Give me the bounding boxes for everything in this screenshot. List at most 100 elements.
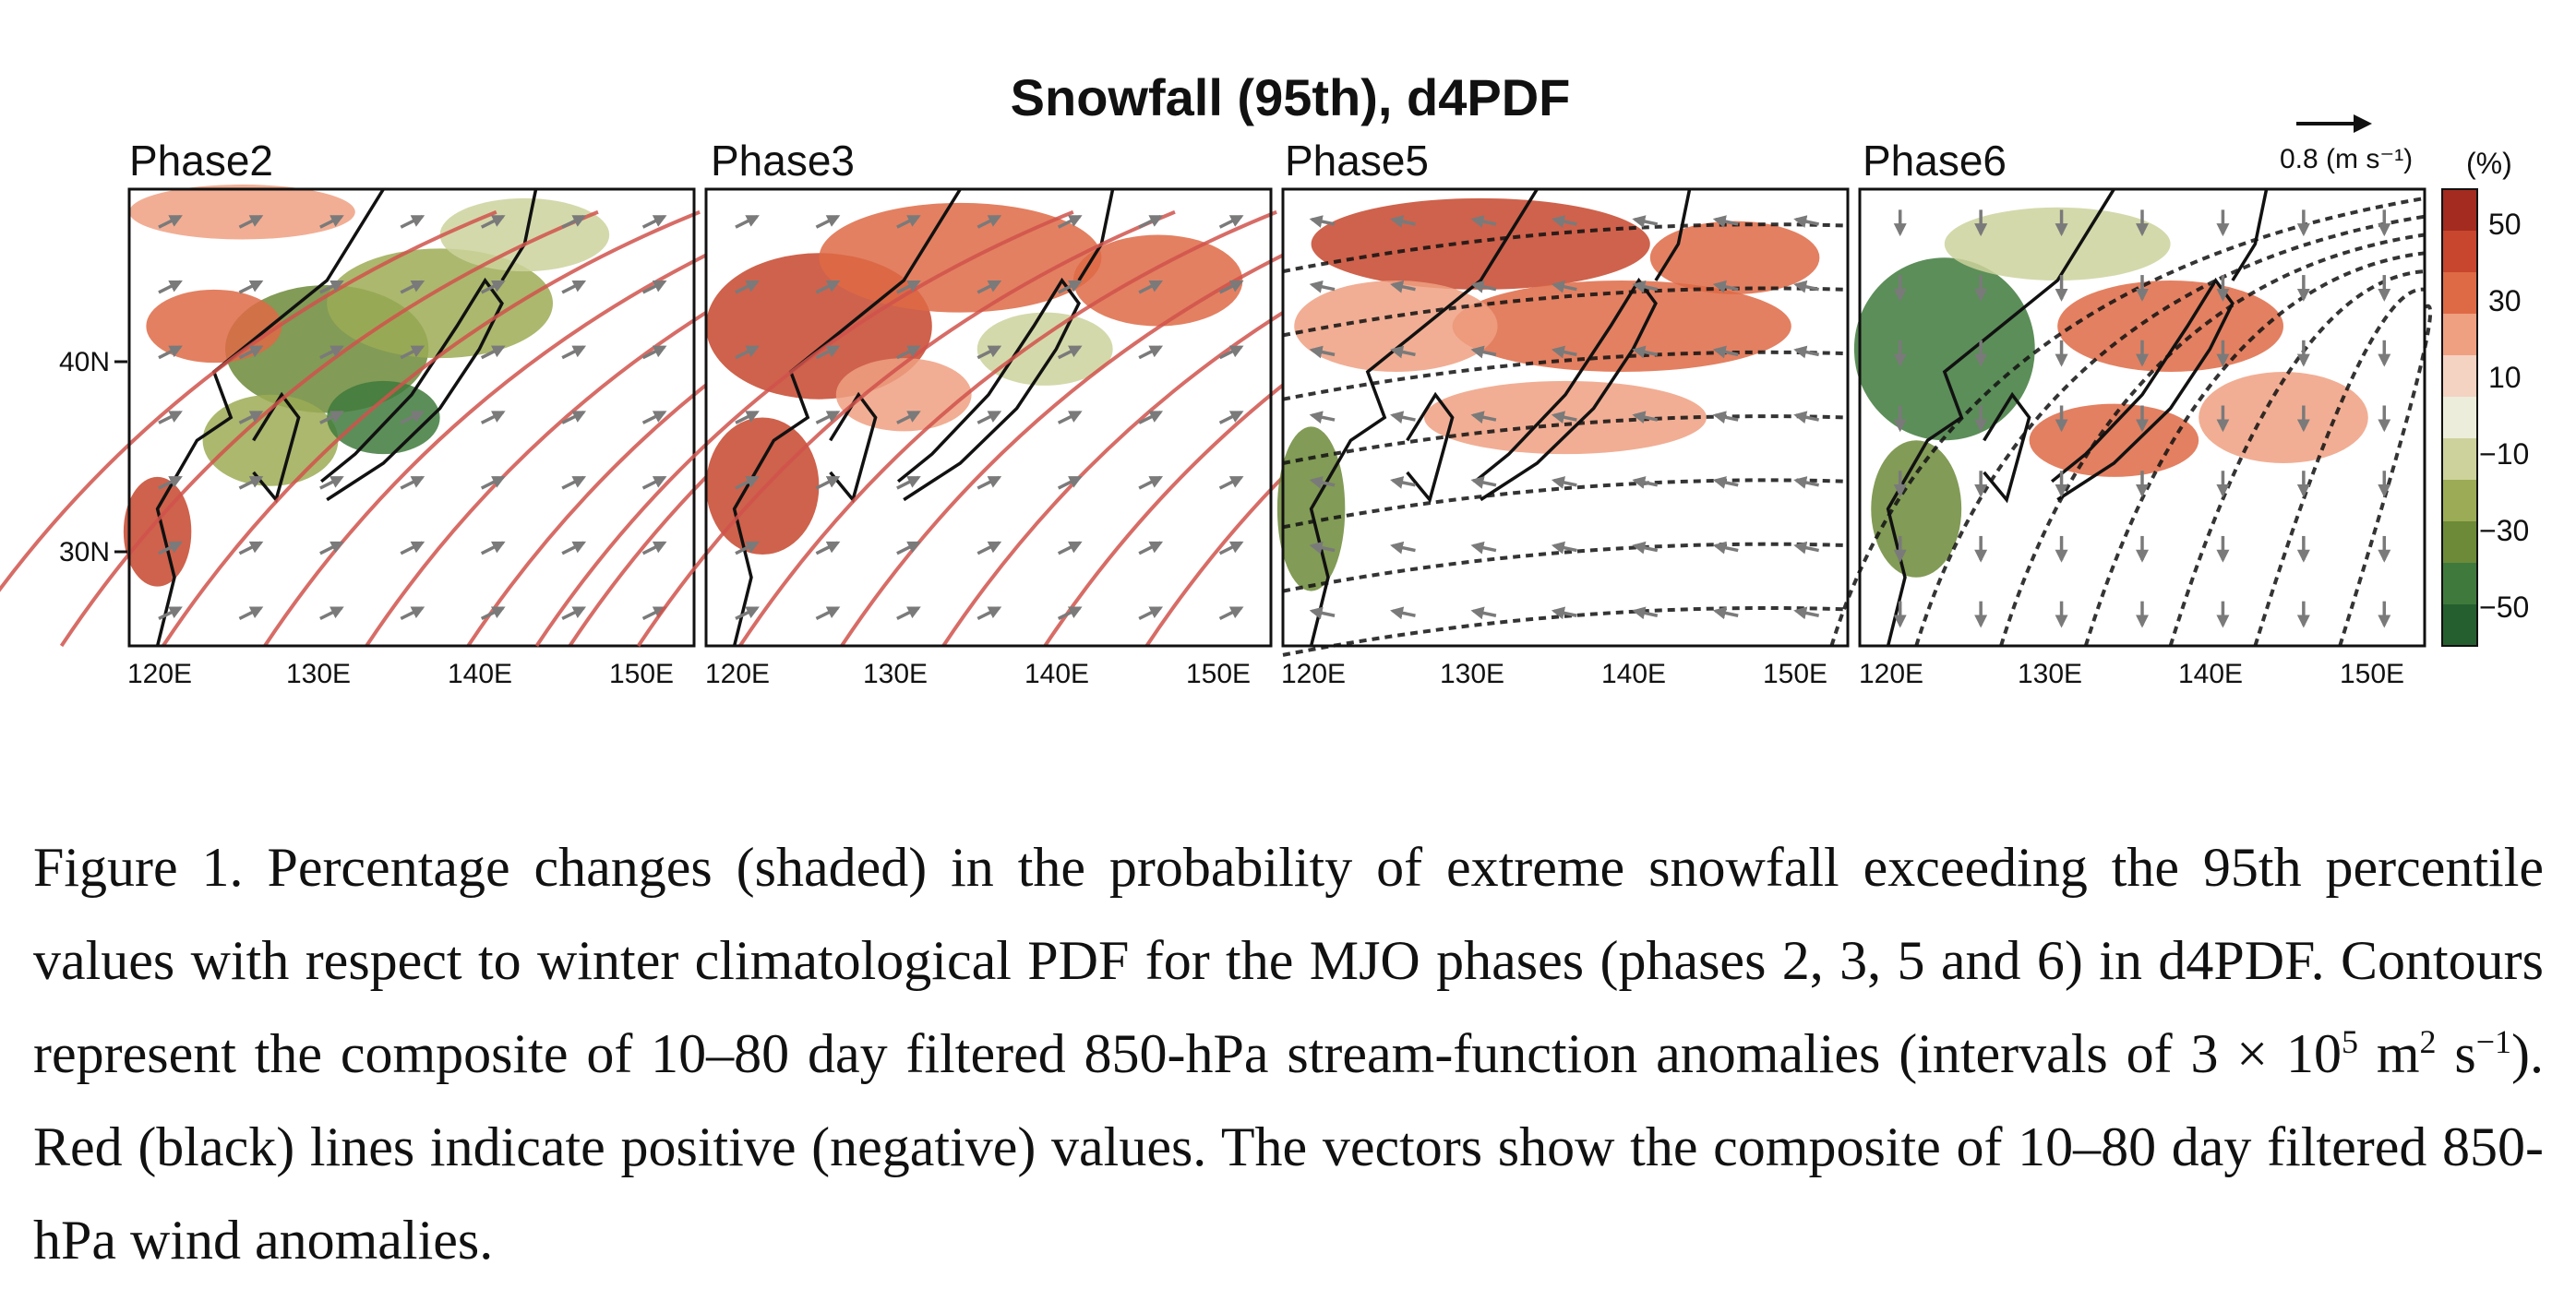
wind-vector <box>319 411 344 424</box>
wind-vector <box>1632 215 1659 228</box>
lon-label: 140E <box>1024 659 1089 689</box>
wind-vector <box>561 280 587 294</box>
wind-vector <box>400 345 425 360</box>
contour-line <box>1829 196 2426 647</box>
colorbar-frame <box>2441 188 2478 647</box>
wind-vector <box>400 411 425 424</box>
wind-vector <box>815 214 841 229</box>
colorbar-swatch <box>2442 397 2477 439</box>
wind-vectors <box>1309 215 1819 620</box>
contour-line <box>59 209 599 648</box>
wind-vector <box>1138 475 1164 490</box>
colorbar-swatch <box>2442 438 2477 481</box>
wind-vector <box>1390 345 1416 359</box>
wind-vector <box>1470 606 1497 620</box>
wind-vector <box>735 345 760 360</box>
wind-vector <box>1057 280 1083 294</box>
longitude-axis: 120E 130E 140E 150E 120E 130E 140E 150E … <box>127 659 2404 689</box>
wind-vector <box>1138 214 1164 229</box>
panel-frame <box>704 187 1273 648</box>
wind-vector <box>238 606 264 621</box>
caption-text: m <box>2357 1023 2420 1084</box>
wind-vector <box>561 606 587 621</box>
wind-vector <box>896 280 921 294</box>
wind-vector <box>976 214 1002 229</box>
wind-vector <box>1057 214 1083 229</box>
wind-vectors <box>735 214 1244 621</box>
lon-label: 150E <box>1186 659 1251 689</box>
lon-label: 130E <box>2018 659 2082 689</box>
lon-label: 150E <box>2340 659 2404 689</box>
wind-vector <box>1218 214 1244 229</box>
wind-vector <box>1138 411 1164 424</box>
wind-vector <box>400 541 425 555</box>
wind-vector <box>319 475 344 490</box>
wind-vector <box>735 411 760 424</box>
anomaly-patch <box>327 380 440 455</box>
coastline-path <box>829 391 878 504</box>
wind-vector <box>1793 541 1819 555</box>
wind-vector <box>1309 476 1336 489</box>
wind-vector <box>815 541 841 555</box>
wind-vector <box>976 280 1002 294</box>
contour-line <box>1999 233 2426 647</box>
wind-vector <box>400 214 425 229</box>
wind-vector <box>641 280 667 294</box>
contour-line <box>2253 287 2426 647</box>
figure-area: Snowfall (95th), d4PDF Phase2 Phase3 Pha… <box>0 68 2529 689</box>
wind-vector <box>238 411 264 424</box>
colorbar-swatch <box>2442 480 2477 522</box>
anomaly-patch <box>1452 280 1791 372</box>
wind-vector <box>641 214 667 229</box>
figure-title: Snowfall (95th), d4PDF <box>1011 68 1571 126</box>
figure-caption: Figure 1. Percentage changes (shaded) in… <box>33 821 2544 1287</box>
wind-vector <box>896 345 921 360</box>
wind-vector <box>1712 541 1739 555</box>
wind-vector <box>1632 345 1659 359</box>
wind-vector <box>480 475 506 490</box>
wind-vector <box>641 345 667 360</box>
lon-label: 120E <box>705 659 770 689</box>
contour-line <box>738 209 1277 648</box>
wind-vector <box>1218 345 1244 360</box>
lat-label: 30N <box>59 537 110 567</box>
reference-vector-label: 0.8 (m s⁻¹) <box>2280 144 2413 174</box>
contour-line <box>1282 350 1849 401</box>
wind-vector <box>1712 345 1739 359</box>
anomaly-patch <box>1294 280 1498 372</box>
wind-vector <box>1712 280 1739 293</box>
wind-vector <box>1309 541 1336 555</box>
wind-vector <box>400 606 425 621</box>
wind-vector <box>1218 475 1244 490</box>
wind-vector <box>735 214 760 229</box>
coastline-path <box>252 391 301 504</box>
colorbar-swatch <box>2442 314 2477 356</box>
wind-vector <box>1793 280 1819 293</box>
coastline-path <box>732 188 962 647</box>
wind-vector <box>1218 280 1244 294</box>
lon-label: 120E <box>1859 659 1923 689</box>
panel-phase2: Phase2 <box>0 137 1108 648</box>
reference-vector: 0.8 (m s⁻¹) <box>2280 114 2413 174</box>
wind-vector <box>1712 476 1739 489</box>
wind-vector <box>1712 606 1739 620</box>
wind-vector <box>1309 606 1336 620</box>
wind-vector <box>1390 215 1416 228</box>
wind-vector <box>319 345 344 360</box>
wind-vector <box>896 411 921 424</box>
colorbar-tick: −30 <box>2479 514 2529 547</box>
anomaly-patch <box>1311 197 1650 290</box>
wind-vector <box>1632 476 1659 489</box>
latitude-axis: 40N 30N <box>59 347 127 567</box>
caption-superscript: −1 <box>2475 1023 2512 1060</box>
wind-vector <box>815 280 841 294</box>
wind-vector <box>735 475 760 490</box>
panel-phase3: Phase3 <box>534 137 1684 648</box>
wind-vector <box>319 280 344 294</box>
wind-vector <box>480 214 506 229</box>
wind-vector <box>1390 411 1416 424</box>
wind-vector <box>976 541 1002 555</box>
panel-label: Phase5 <box>1285 137 1429 185</box>
wind-vector <box>480 606 506 621</box>
wind-vector <box>735 280 760 294</box>
